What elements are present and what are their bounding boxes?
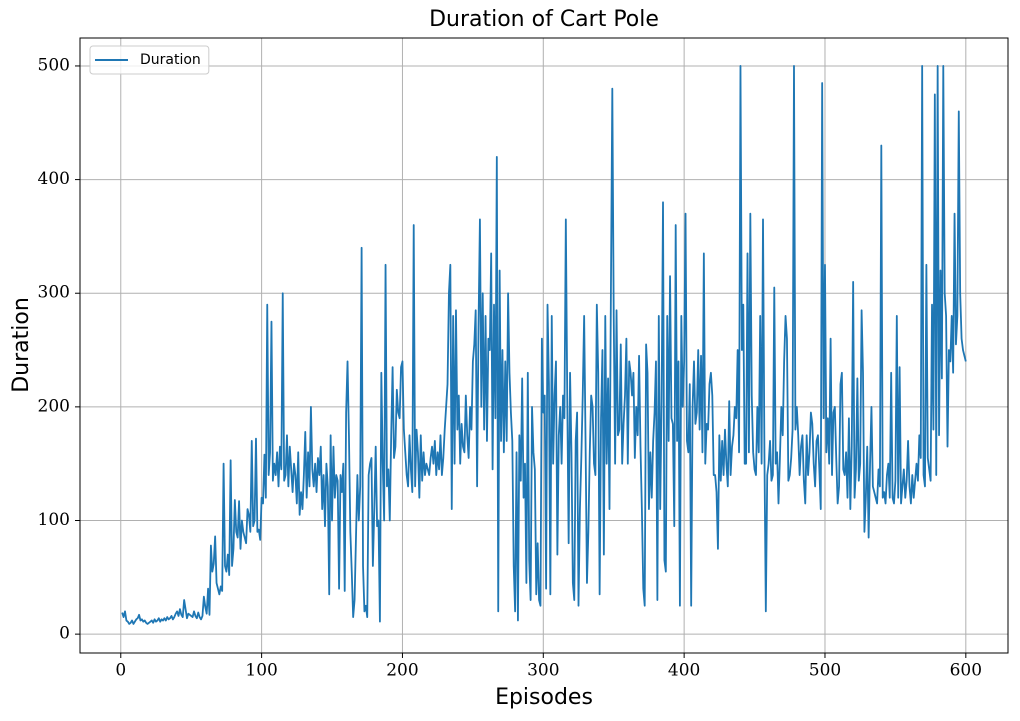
plot-frame bbox=[79, 37, 1009, 654]
y-tick-label: 500 bbox=[38, 55, 70, 75]
y-axis-label: Duration bbox=[9, 297, 34, 393]
y-tick-label: 300 bbox=[38, 283, 70, 303]
legend: Duration bbox=[89, 45, 210, 75]
y-tick-label: 0 bbox=[59, 624, 70, 644]
x-tick-label: 100 bbox=[245, 661, 277, 681]
x-tick-label: 600 bbox=[950, 661, 982, 681]
x-axis-label: Episodes bbox=[495, 685, 593, 710]
y-tick-label: 400 bbox=[38, 169, 70, 189]
x-tick-label: 500 bbox=[809, 661, 841, 681]
series-line bbox=[121, 65, 967, 625]
y-tick-label: 100 bbox=[38, 510, 70, 530]
y-tick-label: 200 bbox=[38, 396, 70, 416]
legend-box bbox=[89, 45, 210, 75]
chart-title: Duration of Cart Pole bbox=[429, 7, 659, 32]
x-tick-label: 0 bbox=[115, 661, 126, 681]
legend-label: Duration bbox=[140, 52, 201, 68]
x-tick-label: 400 bbox=[668, 661, 700, 681]
x-tick-label: 200 bbox=[386, 661, 418, 681]
plot-area bbox=[121, 65, 967, 625]
x-tick-label: 300 bbox=[527, 661, 559, 681]
